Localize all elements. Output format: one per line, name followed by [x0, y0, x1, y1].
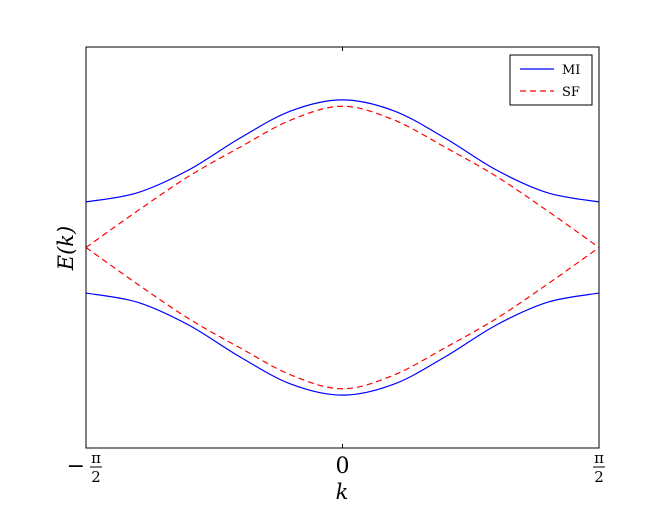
legend: MI SF [509, 54, 593, 106]
plot-area [85, 46, 600, 449]
legend-box [509, 54, 593, 106]
x-tick-value: 0 [336, 454, 350, 479]
x-ticks: − π2 0 π2 [67, 47, 605, 486]
x-tick-numerator: π [91, 449, 101, 467]
x-tick-label: 0 [336, 454, 350, 479]
series-line-sf-upper [86, 105, 599, 248]
y-axis-label: E(k) [54, 226, 78, 271]
x-tick-sign: − [67, 454, 85, 479]
series-group [86, 99, 599, 396]
x-tick-label: − π2 [67, 449, 102, 486]
legend-label-sf: SF [562, 85, 580, 100]
x-tick-denominator: 2 [91, 468, 101, 486]
series-line-sf-lower [86, 247, 599, 390]
plot-background [86, 47, 599, 448]
series-line-mi-lower [86, 292, 599, 396]
x-tick-label: π2 [593, 449, 605, 486]
x-axis-label: k [336, 480, 349, 504]
x-tick-numerator: π [594, 449, 604, 467]
x-tick-denominator: 2 [594, 468, 604, 486]
legend-label-mi: MI [562, 63, 580, 78]
series-line-mi-upper [86, 99, 599, 203]
